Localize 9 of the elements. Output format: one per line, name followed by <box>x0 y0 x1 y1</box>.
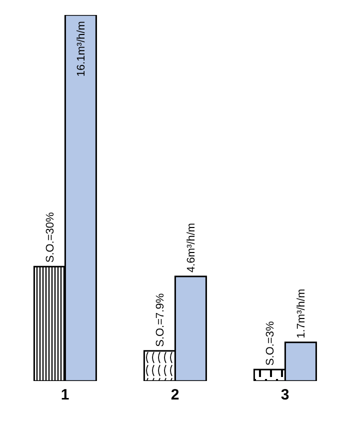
data-label: 16.1m³/h/m <box>76 21 88 77</box>
data-label: S.O.=7.9% <box>154 293 167 347</box>
x-tick-label: 2 <box>170 386 180 404</box>
data-label: 4.6m³/h/m <box>186 222 198 272</box>
x-tick-label: 1 <box>60 386 70 404</box>
data-label: S.O.=30% <box>44 212 57 263</box>
x-tick-label: 3 <box>280 386 290 404</box>
data-label: 1.7m³/h/m <box>296 288 308 338</box>
data-label: S.O.=3% <box>264 321 277 366</box>
